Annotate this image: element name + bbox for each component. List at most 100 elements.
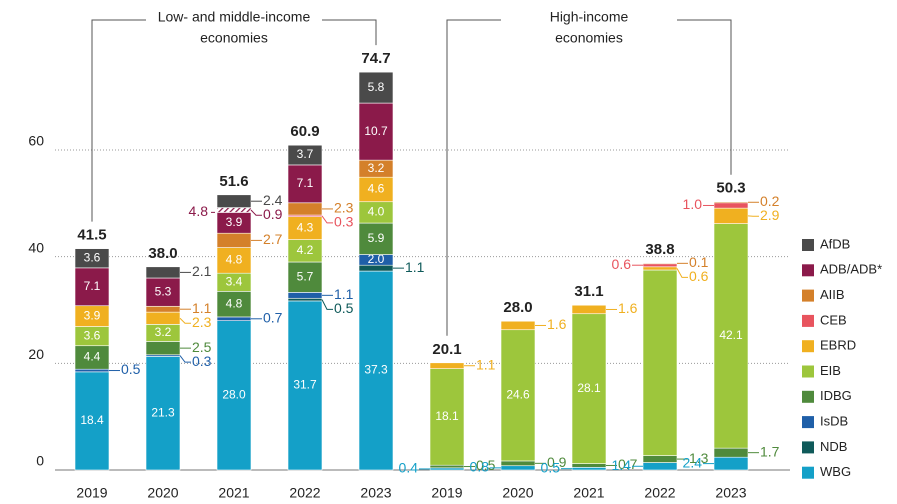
- bar-segment: [642, 266, 678, 271]
- leader-line: [321, 299, 333, 310]
- bar-segment: [500, 320, 536, 331]
- group-bracket: [322, 19, 377, 46]
- data-label: 2.0: [368, 252, 385, 266]
- bar-segment: [145, 341, 181, 356]
- data-label: 2.9: [760, 207, 780, 223]
- data-label: 4.2: [297, 243, 314, 257]
- legend-swatch: [802, 466, 814, 479]
- data-label: 2.4: [263, 192, 283, 208]
- bar-segment: [145, 311, 181, 325]
- data-label: 1.4: [612, 457, 632, 473]
- bar-segment: [287, 300, 323, 471]
- total-label: 31.1: [574, 283, 603, 300]
- data-label: 0.9: [263, 206, 283, 222]
- data-label: 28.1: [577, 381, 601, 395]
- data-label: 5.8: [368, 80, 385, 94]
- legend-label: AfDB: [820, 236, 850, 251]
- data-label: 0.4: [399, 460, 419, 476]
- data-label: 0.7: [618, 456, 638, 472]
- bar-segment: [571, 463, 607, 468]
- data-label: 0.6: [612, 256, 632, 272]
- data-label: 1.1: [192, 300, 212, 316]
- legend-swatch: [802, 289, 814, 302]
- bar-segment: [713, 207, 749, 224]
- total-label: 60.9: [290, 123, 319, 140]
- bar-segment: [287, 292, 323, 299]
- legend-swatch: [802, 264, 814, 277]
- data-label: 1.0: [683, 196, 703, 212]
- data-label: 7.1: [297, 176, 314, 190]
- bar-segment: [74, 368, 110, 373]
- leader-line: [321, 215, 333, 224]
- bar-segment: [216, 232, 252, 248]
- data-label: 3.9: [84, 308, 101, 322]
- bar-segment: [216, 194, 252, 208]
- group-label: Low- and middle-income: [158, 9, 311, 25]
- data-label: 5.9: [368, 231, 385, 245]
- x-tick-label: 2020: [502, 485, 533, 501]
- x-tick-label: 2019: [431, 485, 462, 501]
- data-label: 0.5: [541, 459, 561, 475]
- leader-line: [179, 355, 191, 363]
- data-label: 2.7: [263, 231, 283, 247]
- x-tick-label: 2023: [715, 485, 746, 501]
- data-label: 0.7: [263, 310, 283, 326]
- bar-segment: [571, 304, 607, 315]
- bar-segment: [287, 261, 323, 293]
- data-label: 0.5: [121, 361, 141, 377]
- bar-segment: [145, 266, 181, 279]
- legend-label: AIIB: [820, 287, 845, 302]
- total-label: 51.6: [219, 173, 248, 190]
- data-label: 0.2: [760, 193, 780, 209]
- total-label: 38.0: [148, 245, 177, 262]
- bar-segment: [429, 467, 465, 471]
- data-label: 0.8: [470, 459, 490, 475]
- data-label: 0.3: [334, 214, 354, 230]
- x-tick-label: 2020: [147, 485, 178, 501]
- total-label: 20.1: [432, 341, 461, 358]
- data-label: 24.6: [506, 388, 530, 402]
- bar-segment: [642, 262, 678, 265]
- data-label: 2.5: [192, 339, 212, 355]
- legend-swatch: [802, 314, 814, 327]
- group-label: economies: [555, 30, 623, 46]
- annotation: 4.8: [189, 203, 209, 219]
- bar-segment: [642, 455, 678, 463]
- bar-segment: [216, 207, 252, 213]
- data-label: 31.7: [293, 378, 317, 392]
- data-label: 3.2: [155, 325, 172, 339]
- bar-segment: [500, 329, 536, 462]
- bar-segment: [216, 247, 252, 274]
- legend-swatch: [802, 340, 814, 353]
- total-label: 74.7: [361, 50, 390, 67]
- data-label: 3.7: [297, 147, 314, 161]
- bar-segment: [145, 305, 181, 313]
- data-label: 1.6: [547, 316, 567, 332]
- total-label: 38.8: [645, 241, 674, 258]
- y-tick-label: 40: [28, 239, 44, 255]
- data-label: 37.3: [364, 363, 388, 377]
- leader-line: [179, 317, 191, 324]
- bar-segment: [74, 371, 110, 471]
- bar-segment: [713, 447, 749, 458]
- bar-segment: [571, 313, 607, 464]
- data-label: 2.4: [683, 454, 703, 470]
- total-label: 28.0: [503, 299, 532, 316]
- legend-label: EIB: [820, 363, 841, 378]
- bar-segment: [287, 297, 323, 302]
- x-tick-label: 2023: [360, 485, 391, 501]
- legend-swatch: [802, 441, 814, 454]
- data-label: 1.7: [760, 443, 780, 459]
- data-label: 0.6: [689, 268, 709, 284]
- bar-segment: [642, 269, 678, 456]
- bar-segment: [429, 464, 465, 469]
- bar-segment: [216, 291, 252, 318]
- total-label: 50.3: [716, 180, 745, 197]
- legend-swatch: [802, 416, 814, 429]
- bar-segment: [429, 362, 465, 369]
- data-label: 4.8: [226, 253, 243, 267]
- bar-segment: [74, 267, 110, 307]
- bar-segment: [287, 164, 323, 204]
- bar-segment: [358, 102, 394, 161]
